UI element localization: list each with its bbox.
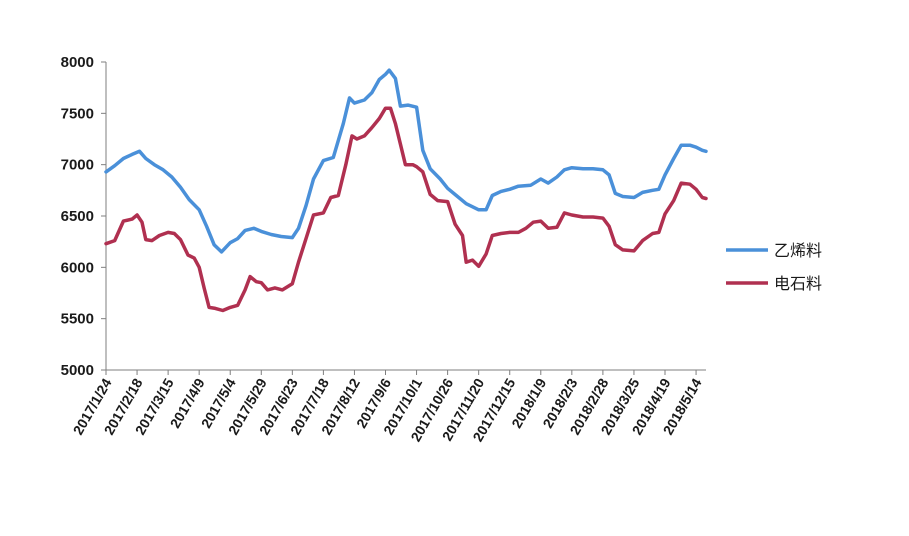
y-tick-label: 7500 — [61, 105, 94, 122]
legend-label-1: 乙烯料 — [774, 241, 822, 260]
series-line-1 — [104, 68, 708, 254]
series-lines — [104, 68, 708, 313]
legend-label-2: 电石料 — [774, 274, 822, 293]
x-axis-ticks: 2017/1/242017/2/182017/3/152017/4/92017/… — [70, 370, 705, 444]
y-tick-label: 7000 — [61, 157, 94, 174]
y-tick-label: 5500 — [61, 311, 94, 328]
y-tick-label: 6500 — [61, 208, 94, 225]
y-tick-label: 5000 — [61, 362, 94, 379]
y-axis-ticks: 5000 5500 6000 6500 7000 7500 8000 — [61, 54, 106, 379]
y-tick-label: 6000 — [61, 259, 94, 276]
y-tick-label: 8000 — [61, 54, 94, 71]
series-line-2 — [104, 106, 708, 313]
